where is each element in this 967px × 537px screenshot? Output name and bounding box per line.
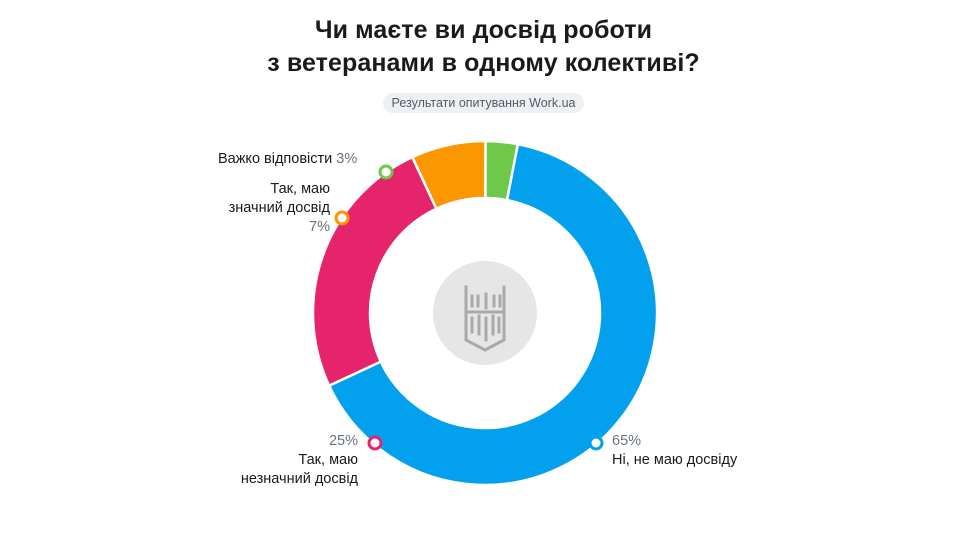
- chart-title: Чи маєте ви досвід роботи з ветеранами в…: [0, 14, 967, 80]
- shield-logo-icon: [464, 285, 506, 352]
- subtitle-badge: Результати опитування Work.ua: [0, 93, 967, 113]
- label-text-no-experience: Ні, не маю досвіду: [612, 452, 738, 468]
- center-logo: [433, 261, 537, 365]
- title-line-1: Чи маєте ви досвід роботи: [314, 16, 653, 44]
- donut-slices: [311, 139, 659, 487]
- dot-minor-experience: [367, 435, 383, 451]
- dot-significant-experience: [334, 210, 350, 226]
- slice-hard-to-answer: [484, 139, 520, 202]
- label-text-minor-2: незначний досвід: [240, 471, 358, 487]
- title-line-2: з ветеранами в одному колективі?: [267, 49, 700, 77]
- label-text-minor-1: Так, маю: [298, 452, 358, 468]
- dot-hard-to-answer: [378, 164, 394, 180]
- label-minor-experience: 25% Так, маю незначний досвід: [204, 432, 358, 489]
- value-label-25: 25%: [328, 433, 358, 449]
- label-dots: [334, 164, 604, 451]
- slice-minor-experience: [311, 155, 439, 388]
- dot-no-experience: [588, 435, 604, 451]
- label-hard-to-answer: Важко відповісти 3%: [218, 150, 357, 169]
- slice-no-experience: [327, 142, 659, 487]
- label-text-significant-1: Так, маю: [270, 181, 330, 197]
- value-label-7: 7%: [309, 219, 330, 235]
- label-text-hard: Важко відповісти: [218, 151, 333, 167]
- label-significant-experience: Так, маю значний досвід 7%: [180, 180, 330, 237]
- value-label-65: 65%: [612, 433, 642, 449]
- label-no-experience: 65% Ні, не маю досвіду: [612, 432, 737, 470]
- value-label-3: 3%: [336, 151, 358, 167]
- label-text-significant-2: значний досвід: [228, 200, 330, 216]
- subtitle-text: Результати опитування Work.ua: [382, 93, 585, 113]
